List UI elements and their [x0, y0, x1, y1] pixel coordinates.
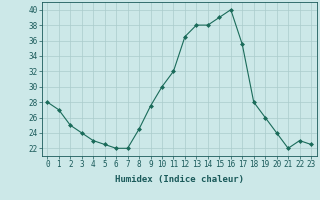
X-axis label: Humidex (Indice chaleur): Humidex (Indice chaleur) [115, 175, 244, 184]
